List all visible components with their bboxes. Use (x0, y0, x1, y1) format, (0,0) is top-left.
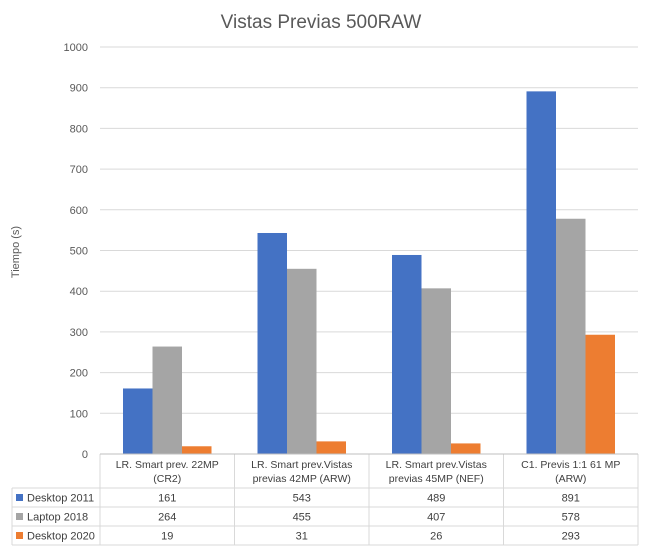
y-tick-label: 200 (70, 368, 88, 380)
bar (526, 91, 556, 454)
data-label: 489 (427, 493, 445, 505)
category-label: previas 45MP (NEF) (389, 473, 484, 485)
y-tick-label: 0 (82, 449, 88, 461)
y-axis-label: Tiempo (s) (10, 226, 22, 278)
data-label: 264 (158, 512, 176, 524)
data-label: 19 (161, 531, 173, 543)
y-tick-label: 1000 (64, 42, 88, 54)
legend-label: Laptop 2018 (27, 512, 88, 524)
bar (152, 346, 182, 454)
legend-key (16, 494, 23, 501)
data-label: 407 (427, 512, 445, 524)
data-label: 543 (293, 493, 311, 505)
y-tick-label: 500 (70, 246, 88, 258)
category-label: (CR2) (153, 473, 181, 485)
bars (123, 91, 615, 454)
legend-key (16, 532, 23, 539)
data-label: 578 (562, 512, 580, 524)
bar (421, 288, 451, 454)
bar (123, 388, 153, 454)
data-label: 26 (430, 531, 442, 543)
bar (451, 443, 481, 454)
gridlines (100, 46, 638, 455)
legend-label: Desktop 2020 (27, 531, 95, 543)
data-label: 891 (562, 493, 580, 505)
data-label: 161 (158, 493, 176, 505)
category-label: previas 42MP (ARW) (253, 473, 351, 485)
y-tick-label: 300 (70, 327, 88, 339)
bar (182, 446, 212, 454)
category-label: C1. Previs 1:1 61 MP (521, 459, 620, 471)
bar (257, 232, 287, 454)
y-axis-ticks: 0 100 200 300 400 500 600 700 800 900 1000 (64, 42, 88, 461)
bar (585, 334, 615, 454)
data-label: 455 (293, 512, 311, 524)
bar (287, 268, 317, 454)
data-label: 31 (296, 531, 308, 543)
data-label: 293 (562, 531, 580, 543)
data-table: LR. Smart prev. 22MP (CR2) LR. Smart prev.… (11, 453, 639, 546)
legend-label: Desktop 2011 (27, 493, 94, 505)
category-label: LR. Smart prev. 22MP (116, 459, 219, 471)
category-label: LR. Smart prev.Vistas (251, 459, 352, 471)
y-tick-label: 800 (70, 123, 88, 135)
chart-title: Vistas Previas 500RAW (221, 12, 422, 33)
bar (556, 218, 586, 454)
y-tick-label: 100 (70, 408, 88, 420)
y-tick-label: 600 (70, 205, 88, 217)
category-label: (ARW) (555, 473, 586, 485)
category-label: LR. Smart prev.Vistas (386, 459, 487, 471)
y-tick-label: 400 (70, 286, 88, 298)
legend-key (16, 513, 23, 520)
y-tick-label: 900 (70, 83, 88, 95)
bar (316, 441, 346, 454)
bar (392, 254, 422, 454)
y-tick-label: 700 (70, 164, 88, 176)
